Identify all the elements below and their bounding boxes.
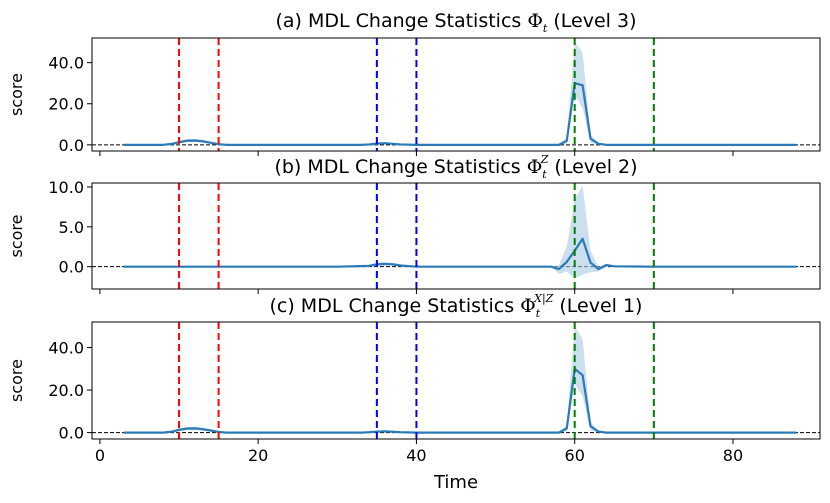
- panel-a: 0.0 20.0 40.0 score (a) MDL Change Statistic…: [7, 10, 821, 156]
- score-line: [123, 237, 797, 271]
- x-axis-label: Time: [433, 472, 478, 493]
- y-axis-label: score: [7, 215, 26, 258]
- x-tick-label: 40: [406, 446, 426, 465]
- panel-title: (b) MDL Change Statistics ΦtZ (Level 2): [274, 153, 637, 181]
- x-tick-label: 20: [248, 446, 268, 465]
- axes-frame: [91, 321, 821, 440]
- panel-b: 0.0 5.0 10.0 score (b) MDL Change Statistics…: [7, 153, 821, 294]
- y-tick-label: 20.0: [48, 95, 84, 114]
- x-tick-label: 0: [95, 446, 105, 465]
- y-tick-label: 10.0: [48, 178, 84, 197]
- confidence-band: [123, 42, 797, 145]
- y-tick-label: 0.0: [59, 424, 84, 443]
- confidence-band: [123, 326, 797, 433]
- y-tick-label: 5.0: [59, 218, 84, 237]
- y-tick-label: 40.0: [48, 339, 84, 358]
- y-tick-label: 20.0: [48, 381, 84, 400]
- y-axis-label: score: [7, 73, 26, 116]
- axes-frame: [91, 182, 821, 290]
- y-tick-label: 40.0: [48, 54, 84, 73]
- score-line: [123, 367, 797, 434]
- confidence-band: [123, 185, 797, 279]
- score-line: [123, 82, 797, 146]
- x-tick-label: 60: [565, 446, 585, 465]
- axes-frame: [91, 37, 821, 152]
- x-tick-label: 80: [723, 446, 743, 465]
- panel-title: (a) MDL Change Statistics Φt (Level 3): [276, 10, 637, 35]
- y-axis-label: score: [7, 359, 26, 402]
- panel-title: (c) MDL Change Statistics ΦtX|Z (Level 1…: [270, 292, 643, 320]
- y-tick-label: 0.0: [59, 258, 84, 277]
- panel-c: 0.0 20.0 40.0 0 20 40 60 80 score Time (c) MDL Cha…: [7, 292, 821, 493]
- y-tick-label: 0.0: [59, 136, 84, 155]
